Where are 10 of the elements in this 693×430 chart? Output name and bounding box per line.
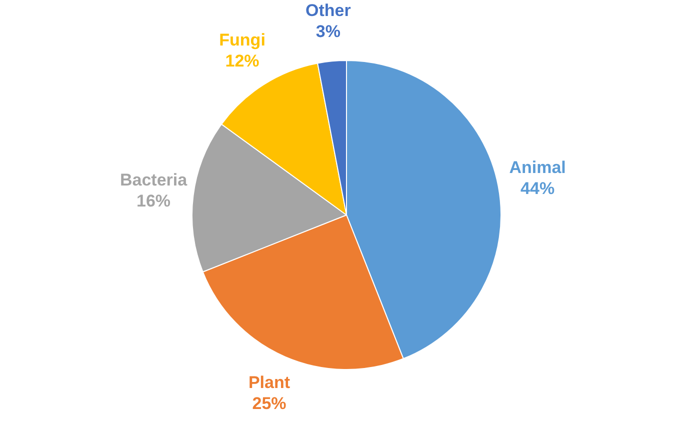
slice-label: Animal	[509, 158, 566, 178]
data-label: 25%	[252, 394, 286, 414]
data-label: 3%	[316, 22, 340, 42]
slice-label: Bacteria	[120, 170, 188, 190]
slice-label: Other	[306, 1, 352, 20]
slice-label: Fungi	[219, 30, 266, 50]
data-label: 16%	[136, 191, 171, 210]
data-label: 12%	[225, 51, 260, 70]
slice-label: Plant	[248, 373, 290, 392]
data-label: 44%	[520, 179, 555, 198]
